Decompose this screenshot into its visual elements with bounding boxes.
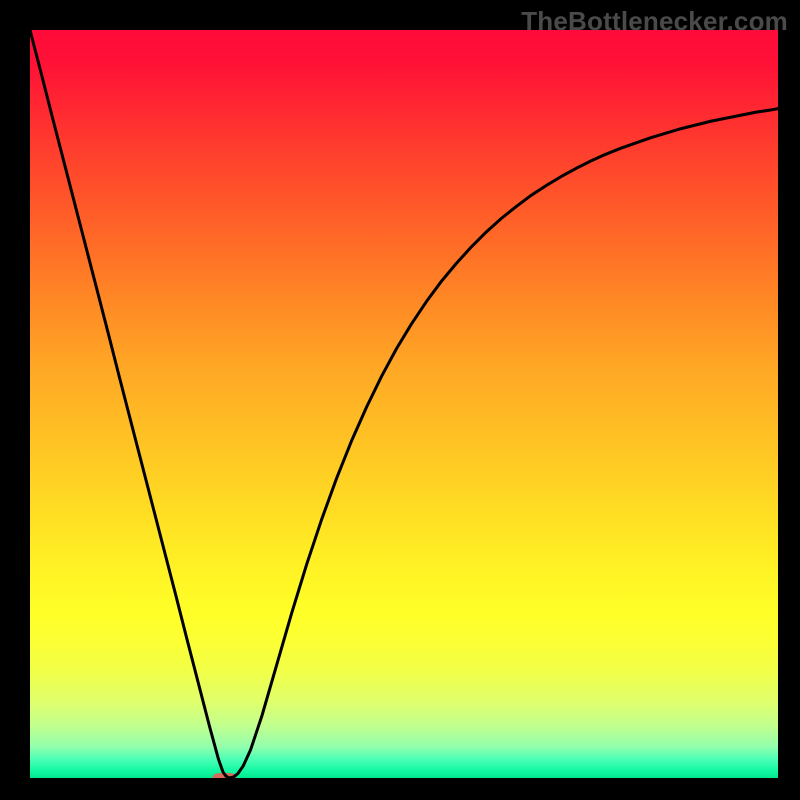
watermark-label: TheBottlenecker.com — [521, 6, 788, 37]
chart-svg — [0, 0, 800, 800]
plot-background-gradient — [30, 30, 778, 778]
chart-container: { "meta": { "width": 800, "height": 800,… — [0, 0, 800, 800]
